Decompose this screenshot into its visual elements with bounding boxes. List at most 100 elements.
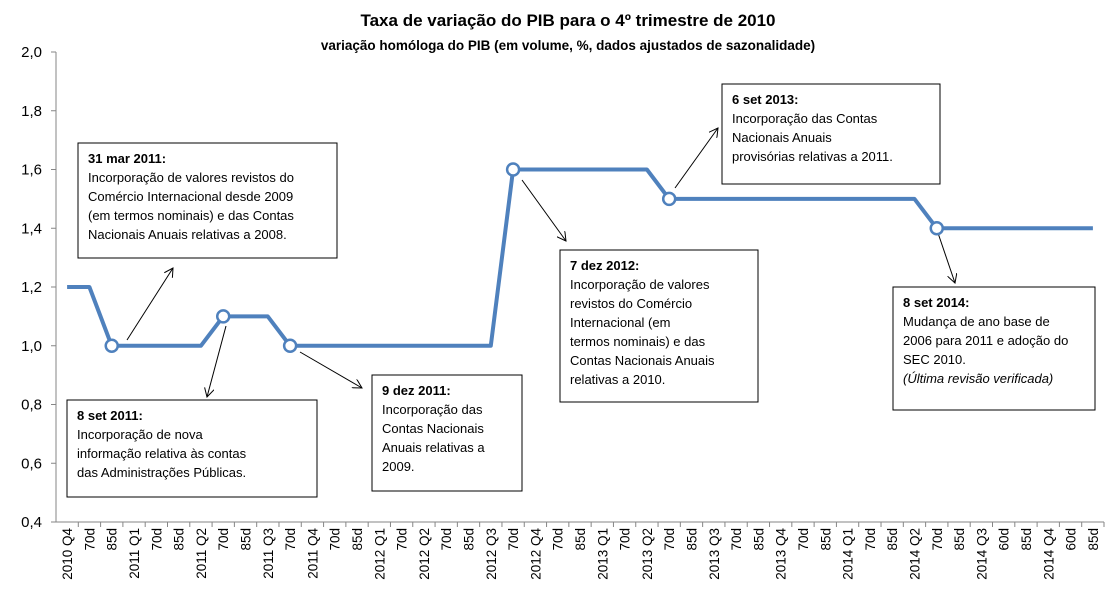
- x-tick-label: 70d: [439, 528, 454, 551]
- annotation-text: Mudança de ano base de: [903, 314, 1050, 329]
- annotation-date: 8 set 2014:: [903, 295, 970, 310]
- annotation-text: Nacionais Anuais relativas a 2008.: [88, 227, 287, 242]
- y-tick-label: 1,0: [21, 338, 42, 355]
- revision-marker: [929, 221, 945, 236]
- annotation-text: 2009.: [382, 459, 415, 474]
- annotation-arrow: [521, 179, 566, 241]
- annotation-box: [371, 374, 523, 492]
- x-tick-label: 70d: [216, 528, 231, 551]
- annotation-box: [721, 83, 941, 185]
- revision-marker: [282, 338, 298, 353]
- annotation-text: Incorporação de valores revistos do: [88, 170, 294, 185]
- y-tick-label: 1,6: [21, 162, 42, 179]
- x-tick-label: 70d: [506, 528, 521, 551]
- annotation-text: (em termos nominais) e das Contas: [88, 208, 294, 223]
- annotation-arrow: [937, 232, 955, 283]
- x-tick-label: 60d: [1064, 528, 1079, 551]
- annotation-text: relativas a 2010.: [570, 372, 665, 387]
- chart-subtitle: variação homóloga do PIB (em volume, %, …: [321, 38, 815, 53]
- annotation-date: 9 dez 2011:: [382, 383, 451, 398]
- x-tick-label: 2014 Q1: [841, 528, 856, 580]
- annotation-text: das Administrações Públicas.: [77, 465, 246, 480]
- annotation-text: Anuais relativas a: [382, 440, 485, 455]
- annotation-note: (Última revisão verificada): [903, 371, 1053, 386]
- x-tick-label: 85d: [684, 528, 699, 551]
- x-tick-label: 70d: [551, 528, 566, 551]
- x-tick-label: 2014 Q2: [907, 528, 922, 580]
- annotation-text: revistos do Comércio: [570, 296, 692, 311]
- x-tick-label: 85d: [172, 528, 187, 551]
- annotation-arrow: [126, 268, 173, 341]
- x-tick-label: 2011 Q4: [305, 528, 320, 579]
- annotation-text: informação relativa às contas: [77, 446, 247, 461]
- annotation-date: 7 dez 2012:: [570, 258, 639, 273]
- revision-marker: [215, 309, 231, 324]
- x-tick-label: 2010 Q4: [60, 528, 75, 580]
- annotation-text: 2006 para 2011 e adoção do: [903, 333, 1068, 348]
- annotation-text: Contas Nacionais Anuais: [570, 353, 715, 368]
- x-tick-label: 2011 Q2: [194, 528, 209, 579]
- y-tick-label: 0,8: [21, 397, 42, 414]
- x-tick-label: 70d: [662, 528, 677, 551]
- x-tick-label: 2014 Q4: [1041, 528, 1056, 580]
- x-tick-label: 2011 Q3: [261, 528, 276, 579]
- x-tick-label: 2014 Q3: [974, 528, 989, 580]
- x-tick-label: 70d: [796, 528, 811, 551]
- annotation-text: Contas Nacionais: [382, 421, 484, 436]
- annotation-date: 8 set 2011:: [77, 408, 143, 423]
- x-tick-label: 2013 Q3: [707, 528, 722, 580]
- x-tick-label: 85d: [751, 528, 766, 551]
- x-tick-label: 85d: [462, 528, 477, 551]
- x-tick-label: 70d: [395, 528, 410, 551]
- annotation-text: Internacional (em: [570, 315, 670, 330]
- annotation-text: Incorporação de nova: [77, 427, 204, 442]
- x-tick-label: 85d: [239, 528, 254, 551]
- x-tick-label: 70d: [328, 528, 343, 551]
- x-tick-label: 70d: [618, 528, 633, 551]
- y-tick-label: 1,4: [21, 220, 42, 237]
- x-tick-label: 85d: [105, 528, 120, 551]
- x-tick-label: 2011 Q1: [127, 528, 142, 579]
- x-tick-label: 85d: [1019, 528, 1034, 551]
- annotation-box: [77, 142, 338, 259]
- x-tick-label: 2012 Q3: [484, 528, 499, 580]
- x-tick-label: 70d: [863, 528, 878, 551]
- x-tick-label: 85d: [818, 528, 833, 551]
- x-tick-label: 85d: [350, 528, 365, 551]
- annotation-text: Incorporação das: [382, 402, 483, 417]
- x-tick-label: 70d: [930, 528, 945, 551]
- revision-marker: [505, 162, 521, 177]
- annotation-date: 6 set 2013:: [732, 92, 799, 107]
- annotation-text: SEC 2010.: [903, 352, 966, 367]
- annotation-arrow: [674, 128, 718, 189]
- y-tick-label: 2,0: [21, 44, 42, 61]
- annotation-text: termos nominais) e das: [570, 334, 706, 349]
- annotation-text: Incorporação de valores: [570, 277, 710, 292]
- x-tick-label: 2012 Q1: [372, 528, 387, 580]
- y-tick-label: 0,4: [21, 514, 42, 531]
- revision-marker: [661, 191, 677, 207]
- annotation-date: 31 mar 2011:: [88, 151, 166, 166]
- chart-title: Taxa de variação do PIB para o 4º trimes…: [360, 11, 775, 30]
- x-tick-label: 2012 Q4: [528, 528, 543, 580]
- x-tick-label: 2013 Q1: [595, 528, 610, 580]
- annotation-arrow: [299, 351, 362, 388]
- annotation-text: Nacionais Anuais: [732, 130, 832, 145]
- x-tick-label: 85d: [573, 528, 588, 551]
- x-tick-label: 85d: [952, 528, 967, 551]
- x-tick-label: 70d: [283, 528, 298, 551]
- x-tick-label: 2013 Q2: [640, 528, 655, 580]
- annotation-text: Comércio Internacional desde 2009: [88, 189, 293, 204]
- y-tick-label: 1,2: [21, 279, 42, 296]
- x-tick-label: 2012 Q2: [417, 528, 432, 580]
- annotation-box: [892, 286, 1096, 411]
- x-tick-label: 85d: [1086, 528, 1101, 551]
- annotation-box: [559, 249, 759, 403]
- annotation-text: provisórias relativas a 2011.: [732, 149, 893, 164]
- x-tick-label: 70d: [82, 528, 97, 551]
- x-tick-label: 60d: [997, 528, 1012, 551]
- annotation-text: Incorporação das Contas: [732, 111, 878, 126]
- y-tick-label: 1,8: [21, 103, 42, 120]
- data-line: [67, 167, 1093, 348]
